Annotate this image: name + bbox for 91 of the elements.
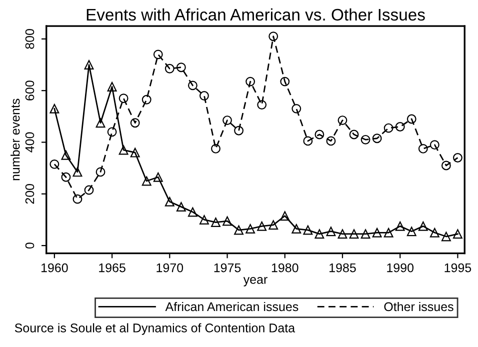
point	[118, 145, 128, 155]
point	[164, 64, 174, 74]
point	[222, 116, 232, 126]
point	[257, 221, 267, 231]
point	[96, 167, 106, 177]
point	[84, 60, 94, 70]
point	[303, 225, 313, 235]
point	[50, 104, 60, 114]
point	[430, 228, 440, 238]
point	[72, 167, 82, 177]
chart-title: Events with African American vs. Other Issues	[86, 8, 425, 21]
point	[395, 221, 405, 231]
point	[107, 82, 117, 92]
point	[153, 50, 163, 60]
point	[211, 218, 220, 228]
point	[50, 159, 60, 169]
point	[314, 130, 324, 140]
source-note: Source is Soule et al Dynamics of Contention Data	[14, 323, 296, 335]
point	[72, 194, 82, 204]
point	[418, 144, 428, 154]
point	[164, 196, 174, 206]
point	[326, 226, 336, 236]
point	[292, 224, 302, 234]
point	[268, 32, 278, 42]
point	[234, 126, 244, 136]
point	[452, 153, 462, 162]
point	[96, 118, 106, 128]
point	[360, 134, 370, 144]
x-tick-label: 1990	[387, 263, 414, 272]
point	[338, 116, 348, 126]
point	[118, 94, 128, 104]
point	[107, 127, 117, 137]
point	[188, 80, 198, 90]
x-tick-label: 1995	[444, 263, 472, 272]
point	[314, 229, 324, 239]
point	[246, 76, 256, 86]
point	[188, 207, 198, 217]
point	[246, 224, 256, 234]
point	[406, 226, 416, 236]
point	[418, 221, 428, 231]
point	[292, 104, 302, 114]
x-axis-title: year	[243, 277, 268, 286]
x-tick-label: 1985	[330, 263, 356, 272]
point	[349, 130, 359, 140]
point	[211, 144, 220, 154]
y-tick-label: 600	[25, 80, 34, 100]
point	[84, 185, 94, 195]
point	[130, 118, 140, 128]
x-tick-label: 1965	[99, 263, 126, 272]
point	[338, 229, 348, 239]
point	[61, 172, 71, 182]
point	[384, 228, 394, 238]
point	[142, 176, 152, 186]
legend-label: African American issues	[165, 302, 298, 312]
point	[280, 211, 290, 221]
point	[303, 136, 313, 146]
point	[153, 172, 163, 182]
point	[268, 220, 278, 230]
point	[326, 136, 336, 146]
y-tick-label: 800	[25, 29, 34, 49]
y-tick-label: 400	[25, 132, 34, 152]
x-tick-label: 1975	[214, 263, 241, 272]
y-axis-title: number events	[10, 98, 20, 180]
y-tick-label: 0	[25, 242, 34, 249]
point	[222, 216, 232, 226]
point	[372, 228, 382, 238]
x-tick-label: 1960	[41, 263, 68, 272]
point	[61, 150, 71, 160]
x-tick-label: 1970	[156, 263, 184, 272]
point	[234, 225, 244, 235]
point	[142, 94, 152, 104]
point	[349, 229, 359, 239]
point	[372, 134, 382, 144]
point	[280, 76, 290, 86]
point	[406, 114, 416, 124]
point	[441, 160, 451, 170]
x-tick-label: 1980	[272, 263, 298, 272]
point	[199, 215, 209, 224]
y-tick-label: 200	[25, 184, 34, 204]
point	[384, 123, 394, 133]
point	[130, 148, 140, 158]
legend-label: Other issues	[384, 302, 454, 312]
point	[430, 140, 440, 150]
point	[176, 202, 186, 212]
point	[360, 229, 370, 239]
point	[199, 91, 209, 100]
point	[176, 62, 186, 72]
point	[395, 122, 405, 132]
point	[452, 229, 462, 239]
point	[257, 100, 267, 110]
point	[441, 232, 451, 242]
